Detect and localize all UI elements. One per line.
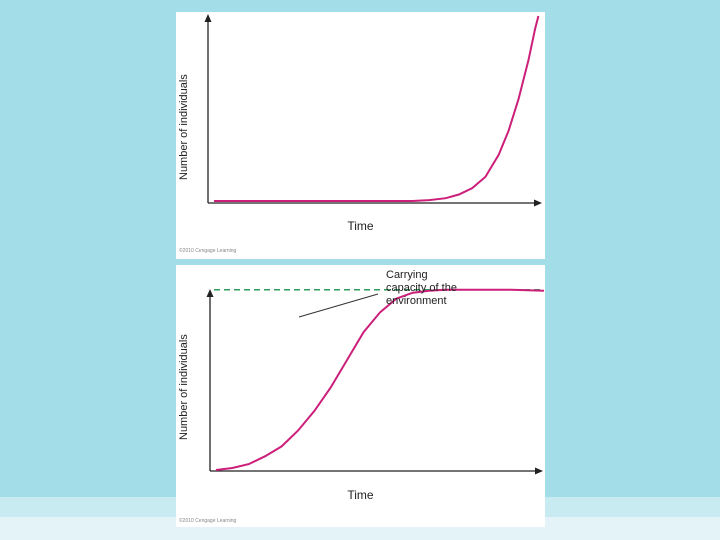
copyright-text: ©2010 Cengage Learning [179, 248, 237, 254]
annotation-line-3: environment [386, 295, 447, 307]
copyright-text: ©2010 Cengage Learning [179, 518, 237, 524]
exponential-growth-chart: Number of individuals Time ©2010 Cengage… [176, 12, 545, 259]
annotation-line-2: capacity of the [386, 282, 457, 294]
annotation-leader-line [298, 293, 379, 318]
y-axis-label: Number of individuals [178, 334, 190, 440]
y-axis-label: Number of individuals [178, 74, 190, 180]
logistic-growth-chart: Carrying capacity of the environment Num… [176, 265, 545, 527]
x-axis-arrow [535, 467, 543, 475]
population-curve [215, 288, 545, 471]
x-axis-label: Time [347, 219, 374, 233]
x-axis-label: Time [347, 488, 374, 502]
x-axis-arrow [534, 199, 542, 207]
y-axis-arrow [206, 289, 214, 297]
population-curve [214, 15, 540, 202]
y-axis-arrow [204, 14, 212, 22]
exponential-growth-plot: Number of individuals [178, 14, 542, 207]
logistic-growth-plot: Carrying capacity of the environment Num… [178, 269, 545, 475]
annotation-line-1: Carrying [386, 269, 428, 281]
